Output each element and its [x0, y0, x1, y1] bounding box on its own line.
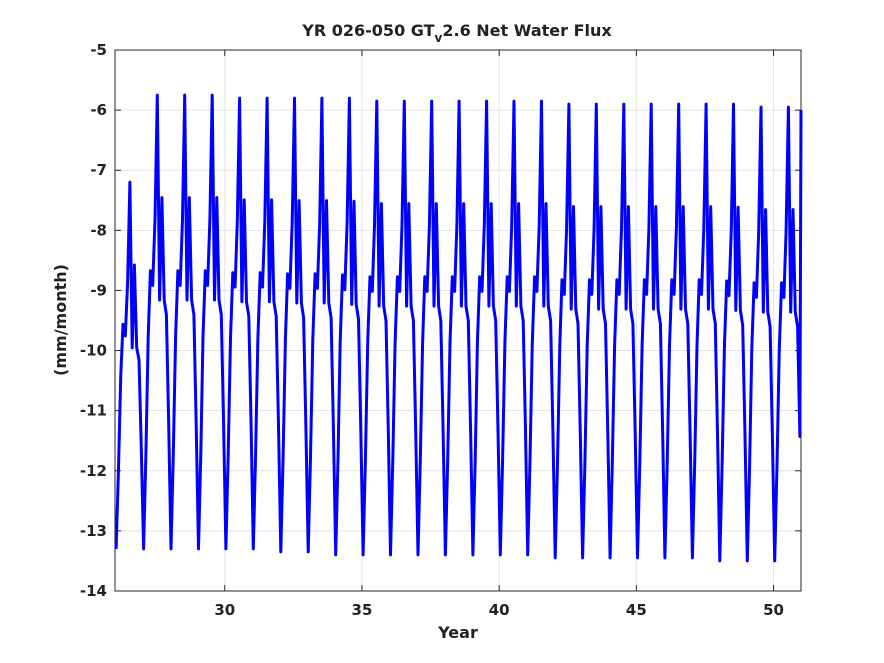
y-tick-label: -8	[90, 221, 107, 239]
grid	[115, 50, 801, 591]
y-tick-label: -11	[80, 402, 107, 420]
x-tick-label: 30	[214, 601, 235, 619]
x-tick-label: 35	[352, 601, 373, 619]
y-tick-label: -14	[80, 582, 107, 600]
x-axis-ticks: 30 35 40 45 50	[214, 50, 784, 619]
y-tick-label: -5	[90, 41, 107, 59]
y-tick-label: -13	[80, 522, 107, 540]
y-tick-label: -6	[90, 101, 107, 119]
x-axis-label: Year	[437, 623, 478, 642]
x-tick-label: 45	[626, 601, 647, 619]
x-tick-label: 40	[489, 601, 510, 619]
series-line	[114, 93, 803, 563]
y-tick-label: -9	[90, 281, 107, 299]
y-tick-label: -12	[80, 462, 107, 480]
x-tick-label: 50	[763, 601, 784, 619]
y-axis-label: (mm/month)	[51, 264, 70, 376]
series-layer	[114, 93, 803, 563]
y-axis-ticks: -5 -6 -7 -8 -9 -10 -11 -12 -13 -14	[80, 41, 801, 600]
chart-title: YR 026-050 GTv2.6 Net Water Flux	[301, 21, 612, 45]
y-tick-label: -10	[80, 342, 107, 360]
y-tick-label: -7	[90, 161, 107, 179]
